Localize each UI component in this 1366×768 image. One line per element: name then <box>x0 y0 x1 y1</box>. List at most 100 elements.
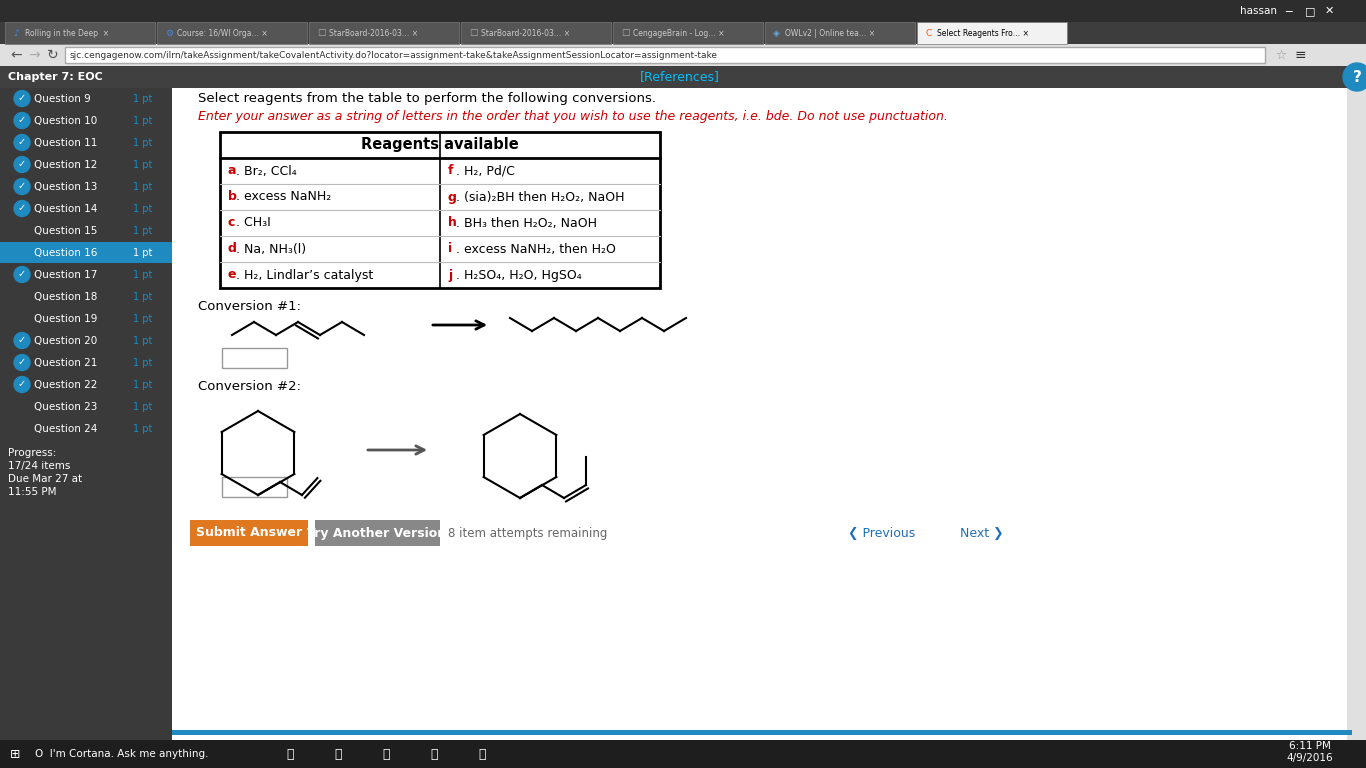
Text: ♪: ♪ <box>14 28 19 38</box>
Text: i: i <box>448 243 452 256</box>
Bar <box>220 132 660 288</box>
Bar <box>0 418 172 439</box>
Text: . excess NaNH₂: . excess NaNH₂ <box>236 190 331 204</box>
Text: ?: ? <box>1352 69 1362 84</box>
Text: Question 16: Question 16 <box>34 248 97 258</box>
Text: [References]: [References] <box>641 71 720 84</box>
Bar <box>0 0 1366 22</box>
Text: Select reagents from the table to perform the following conversions.: Select reagents from the table to perfor… <box>198 92 656 105</box>
Text: 11:55 PM: 11:55 PM <box>8 487 56 497</box>
Text: d: d <box>228 243 236 256</box>
Bar <box>172 66 1347 740</box>
Circle shape <box>1343 63 1366 91</box>
Bar <box>316 520 440 546</box>
Text: 1 pt: 1 pt <box>133 402 152 412</box>
Text: Question 19: Question 19 <box>34 314 97 324</box>
Text: f: f <box>448 164 454 177</box>
Text: 1 pt: 1 pt <box>133 116 152 126</box>
Text: Question 9: Question 9 <box>34 94 90 104</box>
Text: Rolling in the Deep  ×: Rolling in the Deep × <box>25 28 109 38</box>
Text: Question 13: Question 13 <box>34 182 97 192</box>
Text: Try Another Version: Try Another Version <box>307 527 447 539</box>
Text: g: g <box>448 190 456 204</box>
Text: . (sia)₂BH then H₂O₂, NaOH: . (sia)₂BH then H₂O₂, NaOH <box>456 190 624 204</box>
Text: 1 pt: 1 pt <box>133 204 152 214</box>
Circle shape <box>14 376 30 392</box>
Text: ≡: ≡ <box>1295 48 1307 62</box>
Bar <box>223 348 287 368</box>
Text: h: h <box>448 217 456 230</box>
Text: 1 pt: 1 pt <box>133 292 152 302</box>
Text: ✓: ✓ <box>18 357 26 368</box>
Bar <box>0 374 172 395</box>
Bar <box>0 740 1366 768</box>
Text: ✓: ✓ <box>18 94 26 104</box>
Bar <box>0 352 172 373</box>
Text: . H₂, Pd/C: . H₂, Pd/C <box>456 164 515 177</box>
Text: 1 pt: 1 pt <box>133 160 152 170</box>
Text: 4/9/2016: 4/9/2016 <box>1287 753 1333 763</box>
Text: c: c <box>228 217 235 230</box>
Text: Due Mar 27 at: Due Mar 27 at <box>8 474 82 484</box>
Bar <box>0 66 172 740</box>
Text: Enter your answer as a string of letters in the order that you wish to use the r: Enter your answer as a string of letters… <box>198 110 948 123</box>
Circle shape <box>14 134 30 151</box>
Text: . H₂, Lindlar’s catalyst: . H₂, Lindlar’s catalyst <box>236 269 373 282</box>
Text: . Na, NH₃(l): . Na, NH₃(l) <box>236 243 306 256</box>
Text: ✓: ✓ <box>18 379 26 389</box>
Text: Next ❯: Next ❯ <box>960 527 1004 539</box>
Text: ⚙: ⚙ <box>165 28 173 38</box>
Text: 1 pt: 1 pt <box>133 270 152 280</box>
Bar <box>66 47 1265 63</box>
Text: Reagents available: Reagents available <box>361 137 519 153</box>
Text: 📁: 📁 <box>382 747 389 760</box>
Text: 1 pt: 1 pt <box>133 424 152 434</box>
Text: j: j <box>448 269 452 282</box>
Bar <box>0 220 172 241</box>
Text: ⬛: ⬛ <box>430 747 437 760</box>
Text: 1 pt: 1 pt <box>133 182 152 192</box>
Text: ✓: ✓ <box>18 137 26 147</box>
Text: □: □ <box>1305 6 1315 16</box>
Text: C: C <box>925 28 932 38</box>
Text: O  I'm Cortana. Ask me anything.: O I'm Cortana. Ask me anything. <box>36 749 209 759</box>
Text: Question 24: Question 24 <box>34 424 97 434</box>
Text: ✓: ✓ <box>18 336 26 346</box>
Text: . CH₃I: . CH₃I <box>236 217 270 230</box>
Bar <box>0 44 1366 66</box>
Text: Submit Answer: Submit Answer <box>195 527 302 539</box>
Text: ✕: ✕ <box>1325 6 1335 16</box>
Bar <box>0 22 1366 44</box>
Text: Question 10: Question 10 <box>34 116 97 126</box>
Bar <box>172 730 1352 735</box>
Text: Question 21: Question 21 <box>34 358 97 368</box>
Text: Chapter 7: EOC: Chapter 7: EOC <box>8 72 102 82</box>
Bar <box>0 330 172 351</box>
Circle shape <box>14 112 30 128</box>
Text: 1 pt: 1 pt <box>133 380 152 390</box>
Text: a: a <box>228 164 236 177</box>
Bar <box>0 176 172 197</box>
Text: Question 18: Question 18 <box>34 292 97 302</box>
Text: ◈: ◈ <box>773 28 780 38</box>
Bar <box>613 22 764 44</box>
Text: Question 14: Question 14 <box>34 204 97 214</box>
Text: 1 pt: 1 pt <box>133 336 152 346</box>
Text: ☆: ☆ <box>1274 48 1287 61</box>
Bar <box>765 22 915 44</box>
Text: ─: ─ <box>1285 6 1292 16</box>
Bar <box>0 286 172 307</box>
Text: ❮ Previous: ❮ Previous <box>848 527 915 539</box>
Text: ⬜: ⬜ <box>287 747 294 760</box>
Text: Question 11: Question 11 <box>34 138 97 148</box>
Circle shape <box>14 91 30 107</box>
Bar <box>0 132 172 153</box>
Text: ⊞: ⊞ <box>10 747 20 760</box>
Text: Question 22: Question 22 <box>34 380 97 390</box>
Text: □: □ <box>317 28 325 38</box>
Text: 6:11 PM: 6:11 PM <box>1290 741 1330 751</box>
Bar <box>0 242 172 263</box>
Text: 1 pt: 1 pt <box>133 94 152 104</box>
Bar <box>0 198 172 219</box>
Text: 1 pt: 1 pt <box>133 248 152 258</box>
